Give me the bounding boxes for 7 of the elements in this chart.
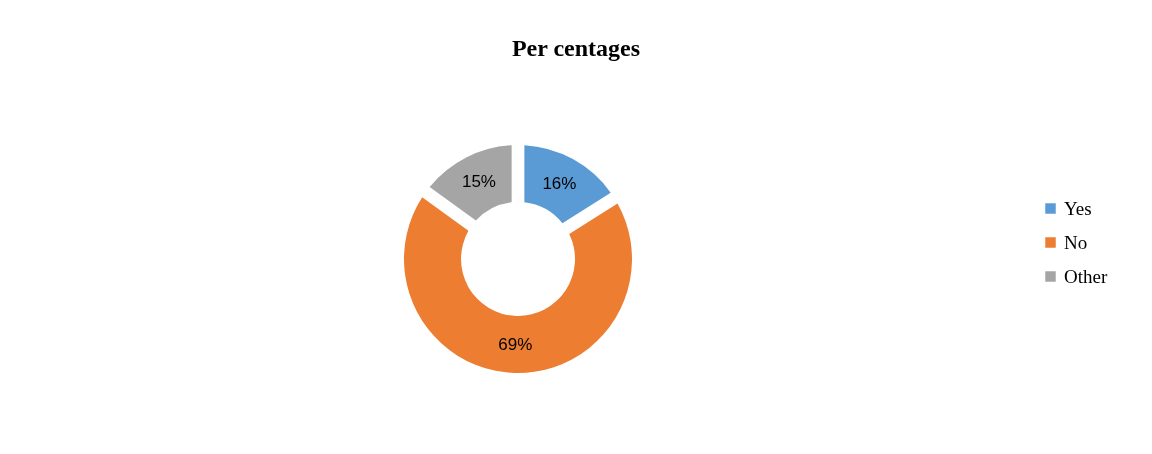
legend-label: Yes (1064, 197, 1092, 219)
legend-label: Other (1064, 265, 1108, 287)
data-label: 16% (542, 173, 577, 193)
data-label: 15% (461, 172, 496, 192)
data-label: 69% (498, 334, 533, 354)
chart-title: Per centages (511, 35, 641, 61)
legend-label: No (1064, 231, 1088, 253)
